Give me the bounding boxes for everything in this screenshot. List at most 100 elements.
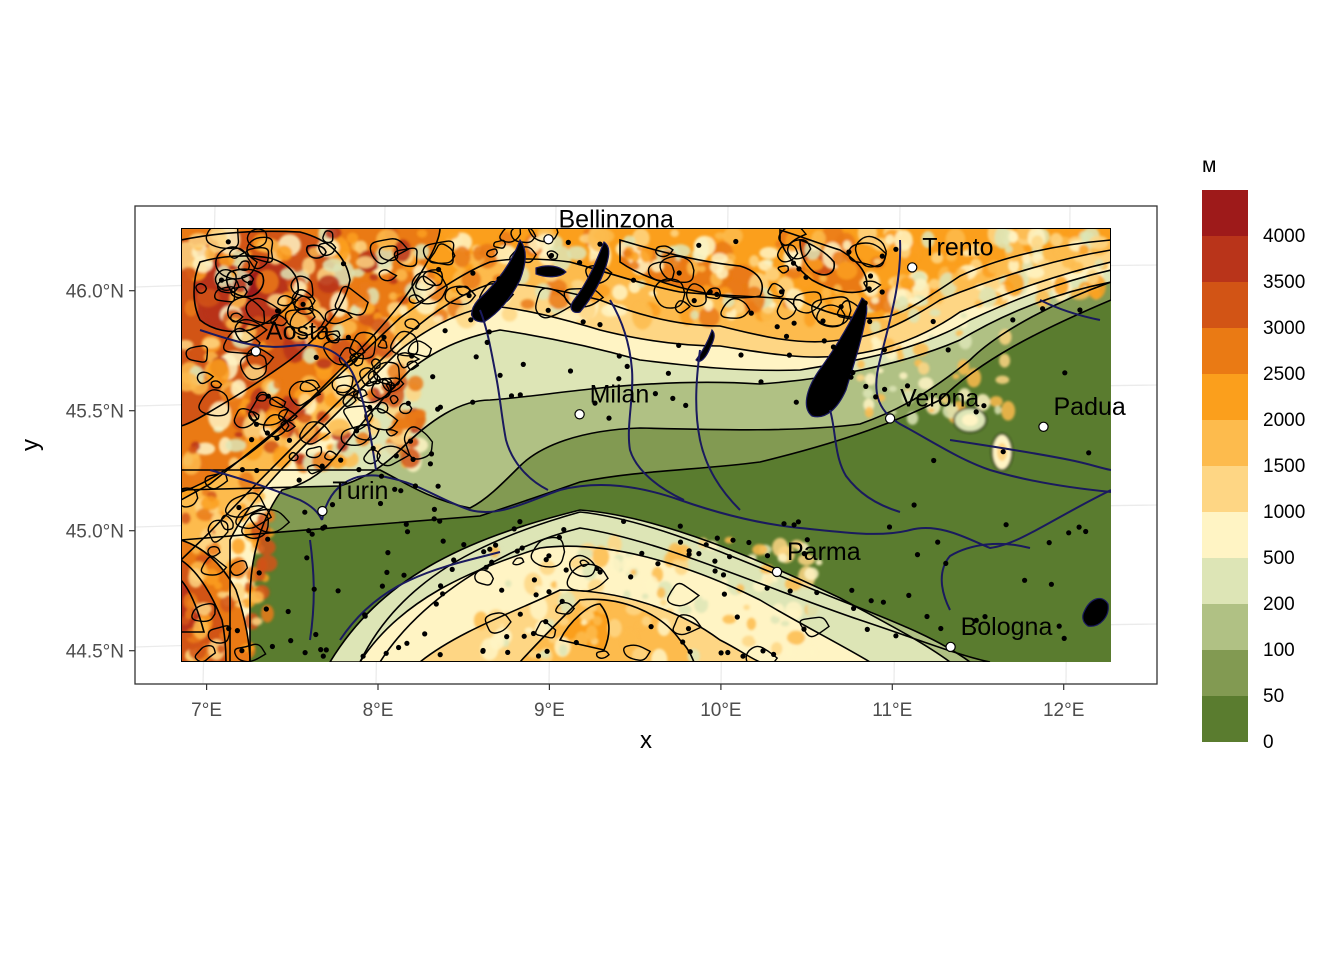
station-point <box>771 651 777 658</box>
station-point <box>746 539 752 546</box>
station-point <box>893 633 899 639</box>
relief-blob <box>870 320 881 334</box>
relief-blob <box>329 453 347 469</box>
station-point <box>590 278 596 285</box>
contour-line <box>305 445 323 459</box>
contour-line <box>390 330 419 357</box>
relief-blob <box>899 372 908 380</box>
relief-blob <box>693 235 716 257</box>
relief-blob <box>931 252 944 264</box>
relief-blob <box>206 358 230 387</box>
station-point <box>981 403 987 409</box>
station-point <box>734 614 740 620</box>
relief-blob <box>407 375 424 392</box>
station-point <box>880 599 887 605</box>
contour-line <box>299 379 321 393</box>
contour-line <box>246 236 274 263</box>
contour-line <box>234 643 267 662</box>
station-point <box>1010 317 1016 323</box>
station-point <box>449 566 455 573</box>
contour-line <box>579 559 590 567</box>
relief-blob <box>327 418 351 436</box>
relief-blob <box>859 277 877 289</box>
contour-line <box>338 347 360 367</box>
contour-line <box>324 308 353 325</box>
relief-blob <box>1001 401 1016 421</box>
station-point <box>302 650 308 656</box>
relief-blob <box>625 603 643 616</box>
station-point <box>648 624 654 630</box>
lake-garda <box>805 297 868 418</box>
contour-line <box>210 380 223 389</box>
contour-line <box>535 287 573 319</box>
relief-blob <box>995 375 1010 384</box>
station-point <box>466 292 472 299</box>
relief-blob <box>768 581 782 595</box>
station-point <box>437 518 443 524</box>
station-point <box>431 516 437 522</box>
station-point <box>1066 530 1072 536</box>
relief-blob <box>657 618 671 636</box>
station-point <box>1077 307 1083 313</box>
station-point <box>377 500 384 507</box>
station-point <box>543 619 549 625</box>
station-point <box>652 391 659 397</box>
station-point <box>461 542 467 548</box>
relief-blob <box>856 374 865 382</box>
station-point <box>302 509 308 515</box>
station-point <box>340 261 347 267</box>
relief-blob <box>416 229 428 238</box>
relief-blob <box>317 275 340 293</box>
hill-island-core <box>962 414 978 426</box>
relief-blob <box>559 644 568 657</box>
contour-line <box>214 286 236 303</box>
station-point <box>322 524 328 530</box>
relief-blob <box>630 569 637 576</box>
relief-blob <box>928 278 941 290</box>
station-point <box>470 399 476 405</box>
legend-label: 100 <box>1263 640 1295 661</box>
station-point <box>733 238 739 245</box>
x-axis-title: x <box>640 727 652 754</box>
relief-blob <box>782 642 796 660</box>
station-point <box>286 437 293 443</box>
station-point <box>945 347 951 353</box>
station-point <box>597 322 603 328</box>
station-point <box>791 522 797 528</box>
station-point <box>335 588 341 594</box>
river-mincio <box>829 409 901 513</box>
relief-blob <box>181 631 193 639</box>
relief-blob <box>975 394 991 411</box>
station-point <box>407 438 414 444</box>
station-point <box>392 486 398 492</box>
relief-blob <box>354 240 368 254</box>
station-point <box>370 445 376 451</box>
station-point <box>309 531 315 537</box>
relief-blob <box>742 635 756 647</box>
station-point <box>360 653 366 659</box>
station-point <box>254 467 260 474</box>
contour-line <box>403 426 434 460</box>
station-point <box>486 329 492 335</box>
relief-blob <box>894 229 913 251</box>
station-point <box>621 518 627 525</box>
relief-blob <box>765 267 781 282</box>
station-point <box>300 301 306 307</box>
relief-blob <box>225 438 246 452</box>
river-adige <box>875 239 1111 493</box>
relief-blob <box>746 617 757 631</box>
city-label: Bellinzona <box>559 205 674 233</box>
station-point <box>790 260 797 266</box>
contour-line <box>280 420 297 432</box>
station-point <box>383 650 389 656</box>
station-point <box>437 652 443 658</box>
relief-blob <box>842 240 852 251</box>
station-point <box>247 280 253 286</box>
station-point <box>508 393 515 399</box>
relief-blob <box>622 249 632 258</box>
station-point <box>677 523 683 529</box>
station-point <box>311 586 317 592</box>
relief-blob <box>945 228 966 250</box>
station-point <box>764 553 771 559</box>
